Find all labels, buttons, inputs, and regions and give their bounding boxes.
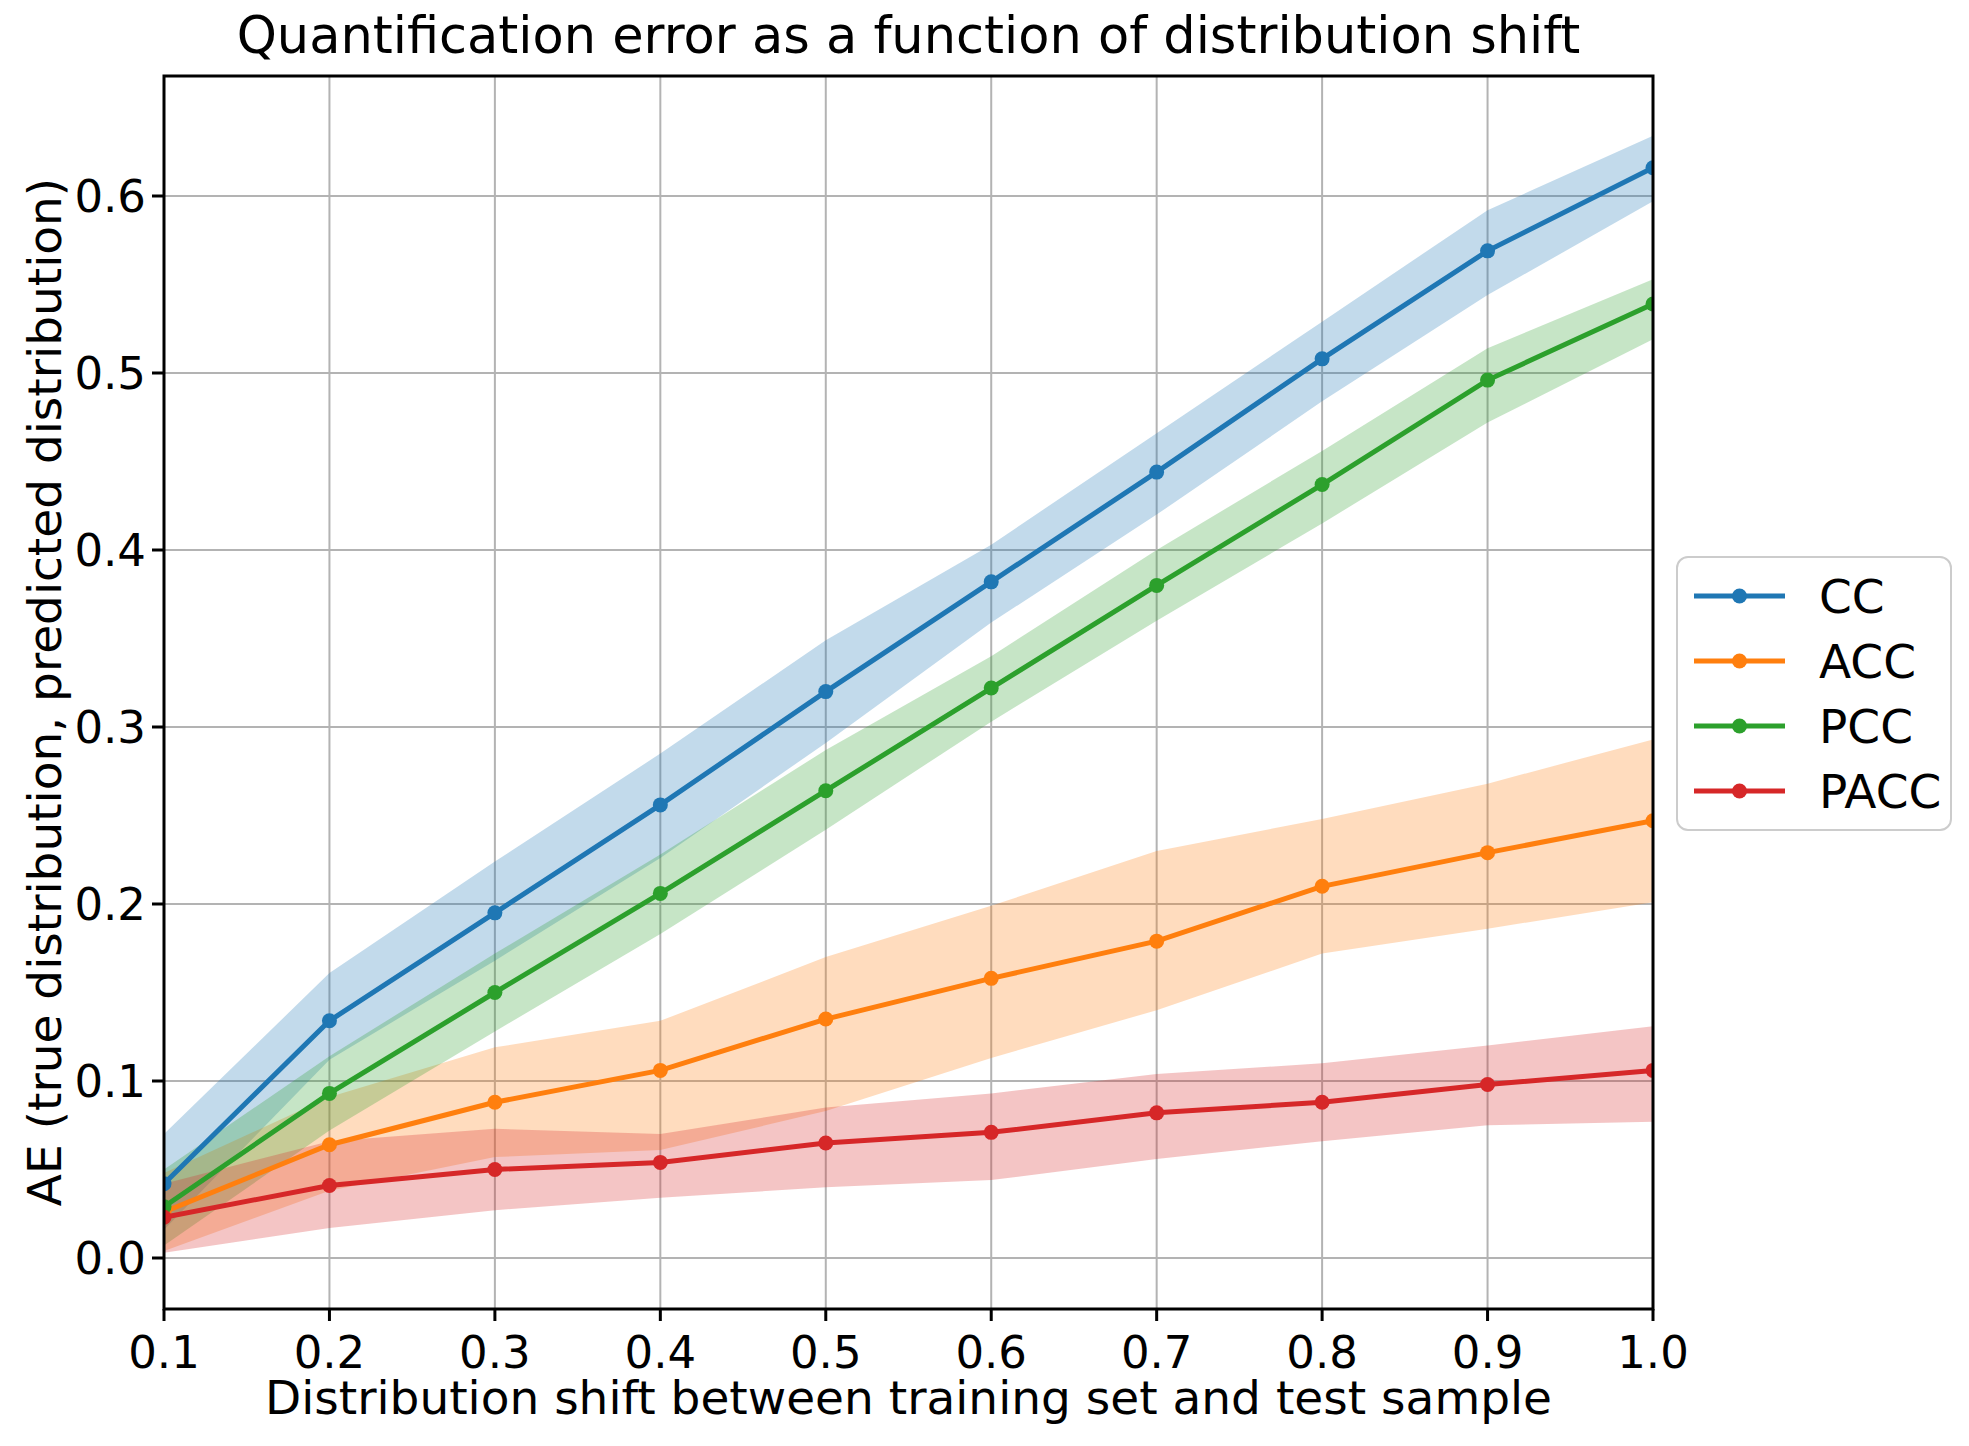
marker-cc — [487, 905, 502, 920]
marker-pacc — [322, 1178, 337, 1193]
legend-swatch-acc — [1692, 651, 1787, 671]
marker-acc — [984, 971, 999, 986]
marker-pacc — [818, 1135, 833, 1150]
y-tick-label: 0.6 — [74, 170, 146, 223]
marker-acc — [322, 1137, 337, 1152]
marker-acc — [1315, 879, 1330, 894]
marker-pcc — [818, 783, 833, 798]
marker-acc — [487, 1095, 502, 1110]
marker-acc — [1149, 934, 1164, 949]
marker-pcc — [653, 886, 668, 901]
marker-pcc — [1149, 578, 1164, 593]
y-tick-label: 0.0 — [74, 1232, 146, 1285]
marker-cc — [1315, 351, 1330, 366]
marker-cc — [1480, 243, 1495, 258]
figure: Quantification error as a function of di… — [0, 0, 1969, 1446]
marker-pacc — [984, 1125, 999, 1140]
marker-cc — [653, 797, 668, 812]
marker-pacc — [1480, 1077, 1495, 1092]
marker-acc — [653, 1063, 668, 1078]
legend-entry-pacc: PACC — [1678, 759, 1950, 824]
legend-swatch-cc — [1692, 586, 1787, 606]
marker-pcc — [1315, 477, 1330, 492]
marker-acc — [818, 1012, 833, 1027]
marker-cc — [818, 684, 833, 699]
marker-pacc — [653, 1155, 668, 1170]
marker-cc — [1149, 465, 1164, 480]
legend-label: PCC — [1819, 703, 1913, 750]
marker-pcc — [1480, 373, 1495, 388]
legend-entry-pcc: PCC — [1678, 694, 1950, 759]
marker-pcc — [322, 1086, 337, 1101]
marker-acc — [1480, 845, 1495, 860]
legend-label: CC — [1819, 573, 1885, 620]
legend: CC ACC PCC PACC — [1676, 556, 1952, 831]
legend-entry-acc: ACC — [1678, 629, 1950, 694]
plot-area: 0.10.20.30.40.50.60.70.80.91.00.00.10.20… — [0, 0, 1969, 1446]
marker-pcc — [984, 681, 999, 696]
marker-pacc — [1149, 1105, 1164, 1120]
y-tick-label: 0.1 — [74, 1055, 146, 1108]
marker-pacc — [1315, 1095, 1330, 1110]
y-tick-label: 0.2 — [74, 878, 146, 931]
legend-label: PACC — [1819, 768, 1941, 815]
legend-swatch-pcc — [1692, 716, 1787, 736]
y-tick-label: 0.3 — [74, 701, 146, 754]
y-tick-label: 0.5 — [74, 347, 146, 400]
x-axis-label: Distribution shift between training set … — [164, 1370, 1653, 1425]
marker-cc — [322, 1013, 337, 1028]
marker-cc — [984, 574, 999, 589]
legend-entry-cc: CC — [1678, 564, 1950, 629]
legend-swatch-pacc — [1692, 781, 1787, 801]
marker-pacc — [487, 1162, 502, 1177]
marker-pcc — [487, 985, 502, 1000]
legend-label: ACC — [1819, 638, 1916, 685]
y-tick-label: 0.4 — [74, 524, 146, 577]
